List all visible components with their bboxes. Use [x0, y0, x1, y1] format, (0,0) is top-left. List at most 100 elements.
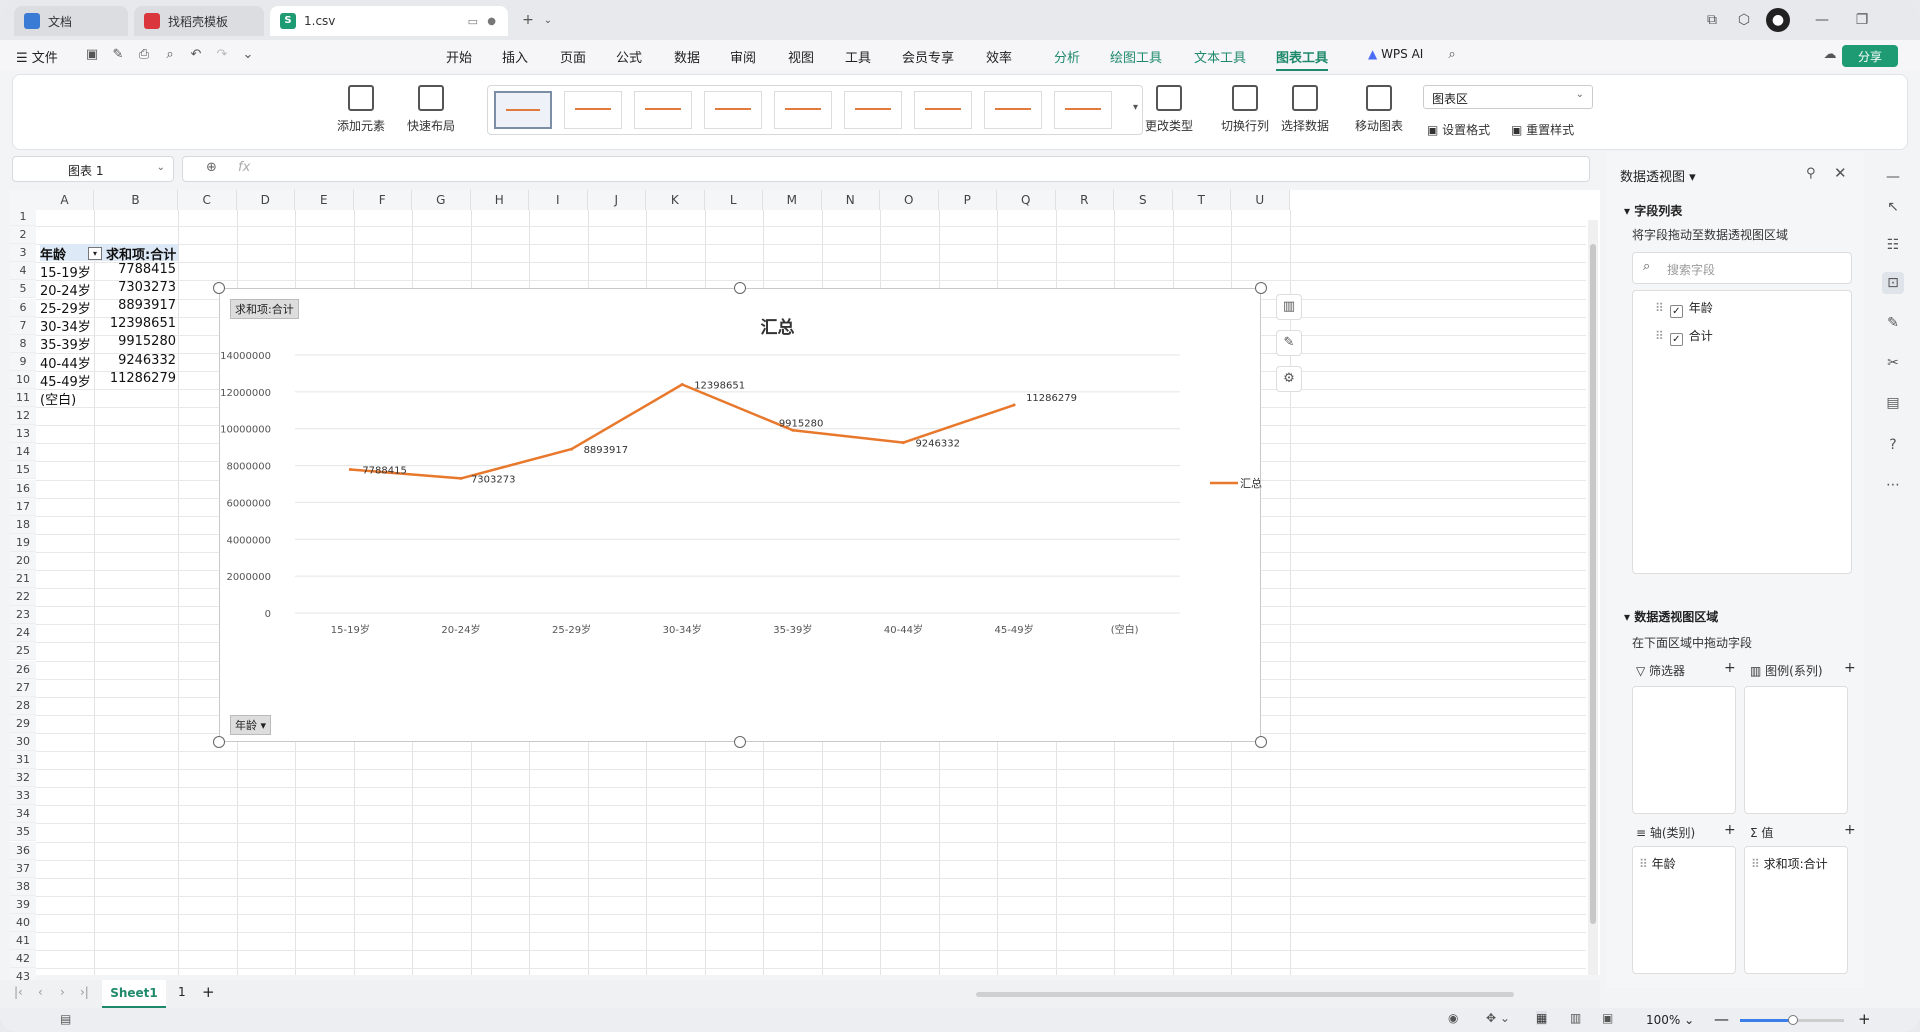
pivot-header-sum[interactable]: 求和项:合计: [106, 248, 177, 263]
tab-file[interactable]: S 1.csv ▭ ●: [270, 6, 508, 36]
menu-insert[interactable]: 插入: [502, 51, 529, 66]
row-header[interactable]: 33: [10, 787, 36, 806]
select-all-corner[interactable]: [10, 190, 36, 210]
change-type-button[interactable]: 更改类型: [1141, 85, 1197, 134]
data-point[interactable]: [1012, 403, 1016, 407]
resize-handle[interactable]: [1255, 282, 1267, 294]
row-header[interactable]: 40: [10, 913, 36, 932]
chart-style-thumb[interactable]: [984, 91, 1042, 129]
pivot-row-value[interactable]: 8893917: [118, 298, 176, 314]
column-header[interactable]: S: [1114, 190, 1173, 210]
resize-handle[interactable]: [213, 282, 225, 294]
row-header[interactable]: 24: [10, 624, 36, 643]
last-sheet-icon[interactable]: ›|: [80, 985, 89, 999]
value-field-button[interactable]: 求和项:合计: [230, 299, 299, 319]
field-age[interactable]: ⠿ ✓ 年龄: [1655, 299, 1713, 318]
row-header[interactable]: 37: [10, 859, 36, 878]
axis-field-button[interactable]: 年龄 ▾: [230, 715, 272, 735]
row-header[interactable]: 2: [10, 226, 36, 245]
field-list-header[interactable]: ▾ 字段列表: [1624, 204, 1683, 218]
minimize-icon[interactable]: —: [1815, 12, 1829, 28]
print-preview-icon[interactable]: ⌕: [166, 47, 174, 62]
data-point[interactable]: [459, 476, 463, 480]
menu-text-tools[interactable]: 文本工具: [1194, 51, 1247, 66]
pin-icon[interactable]: ⚲: [1806, 166, 1816, 181]
column-header[interactable]: R: [1055, 190, 1114, 210]
data-point[interactable]: [901, 441, 905, 445]
switch-row-col-button[interactable]: 切换行列: [1217, 85, 1273, 134]
zoom-slider[interactable]: [1740, 1015, 1844, 1025]
row-header[interactable]: 13: [10, 425, 36, 444]
add-legend-icon[interactable]: +: [1844, 660, 1856, 676]
eye-protection-icon[interactable]: ◉: [1448, 1011, 1459, 1025]
menu-tools[interactable]: 工具: [845, 51, 872, 66]
row-header[interactable]: 1: [10, 208, 36, 227]
row-header[interactable]: 20: [10, 551, 36, 570]
monitor-icon[interactable]: ▭: [467, 14, 478, 28]
values-drop-zone[interactable]: ⠿ 求和项:合计: [1744, 846, 1848, 974]
pivot-row-label[interactable]: 15-19岁: [40, 266, 91, 281]
chart-style-thumb[interactable]: [1054, 91, 1112, 129]
row-header[interactable]: 38: [10, 877, 36, 896]
resize-handle[interactable]: [734, 736, 746, 748]
page-view-icon[interactable]: ▥: [1570, 1011, 1582, 1025]
menu-review[interactable]: 审阅: [730, 51, 757, 66]
help-icon[interactable]: ?: [1889, 437, 1897, 453]
row-header[interactable]: 26: [10, 660, 36, 679]
row-header[interactable]: 18: [10, 515, 36, 534]
data-point[interactable]: [680, 383, 684, 387]
menu-file[interactable]: ☰ 文件: [16, 51, 58, 66]
menu-view[interactable]: 视图: [788, 51, 815, 66]
tab-templates[interactable]: 找稻壳模板: [134, 6, 264, 36]
pivot-row-label[interactable]: 25-29岁: [40, 302, 91, 318]
menu-analyze[interactable]: 分析: [1054, 51, 1081, 66]
menu-data[interactable]: 数据: [674, 51, 701, 66]
tools-icon[interactable]: ✂: [1887, 355, 1899, 371]
brush-icon[interactable]: ✎: [112, 47, 124, 62]
window-layout-icon[interactable]: ⧉: [1707, 12, 1717, 28]
column-header[interactable]: T: [1172, 190, 1231, 210]
row-header[interactable]: 7: [10, 316, 36, 335]
data-point[interactable]: [791, 428, 795, 432]
book-icon[interactable]: ▤: [1886, 395, 1900, 411]
menu-wps-ai[interactable]: ▲ WPS AI: [1368, 47, 1423, 61]
column-header[interactable]: M: [763, 190, 822, 210]
row-header[interactable]: 10: [10, 370, 36, 389]
menu-home[interactable]: 开始: [446, 51, 473, 66]
row-header[interactable]: 14: [10, 443, 36, 462]
add-element-button[interactable]: 添加元素: [331, 85, 391, 134]
zoom-slider-thumb[interactable]: [1788, 1015, 1798, 1025]
areas-header[interactable]: ▾ 数据透视图区域: [1624, 610, 1719, 624]
row-header[interactable]: 32: [10, 769, 36, 788]
menu-formula[interactable]: 公式: [616, 51, 643, 66]
column-header[interactable]: F: [353, 190, 412, 210]
checkbox-checked-icon[interactable]: ✓: [1669, 333, 1683, 346]
field-search-input[interactable]: ⌕ 搜索字段: [1632, 252, 1852, 284]
vertical-scrollbar[interactable]: [1588, 220, 1598, 975]
move-chart-button[interactable]: 移动图表: [1351, 85, 1407, 134]
first-sheet-icon[interactable]: |‹: [14, 985, 23, 999]
row-header[interactable]: 9: [10, 352, 36, 371]
pivot-row-value[interactable]: 11286279: [109, 370, 176, 386]
zoom-out-icon[interactable]: —: [1714, 1010, 1729, 1028]
quick-layout-button[interactable]: 快速布局: [401, 85, 461, 134]
zoom-formula-icon[interactable]: ⊕: [206, 160, 217, 175]
column-header[interactable]: A: [36, 190, 94, 210]
chevron-down-icon[interactable]: ⌄: [543, 14, 553, 26]
gallery-more-icon[interactable]: ▾: [1132, 102, 1138, 113]
column-header[interactable]: H: [470, 190, 529, 210]
chart-style-thumb[interactable]: [494, 91, 552, 129]
row-header[interactable]: 22: [10, 588, 36, 607]
column-header[interactable]: J: [587, 190, 646, 210]
row-header[interactable]: 16: [10, 479, 36, 498]
avatar[interactable]: ●: [1766, 8, 1790, 32]
sheet-tab-1[interactable]: 1: [178, 985, 186, 999]
pivot-row-label[interactable]: 40-44岁: [40, 356, 91, 372]
field-total[interactable]: ⠿ ✓ 合计: [1655, 327, 1713, 346]
pivot-row-label[interactable]: 35-39岁: [40, 338, 91, 354]
pivot-row-label[interactable]: 45-49岁: [40, 374, 91, 390]
formula-input[interactable]: [182, 156, 1590, 182]
row-header[interactable]: 23: [10, 606, 36, 625]
legend-label[interactable]: 汇总: [1240, 476, 1262, 490]
chart-style-thumb[interactable]: [634, 91, 692, 129]
